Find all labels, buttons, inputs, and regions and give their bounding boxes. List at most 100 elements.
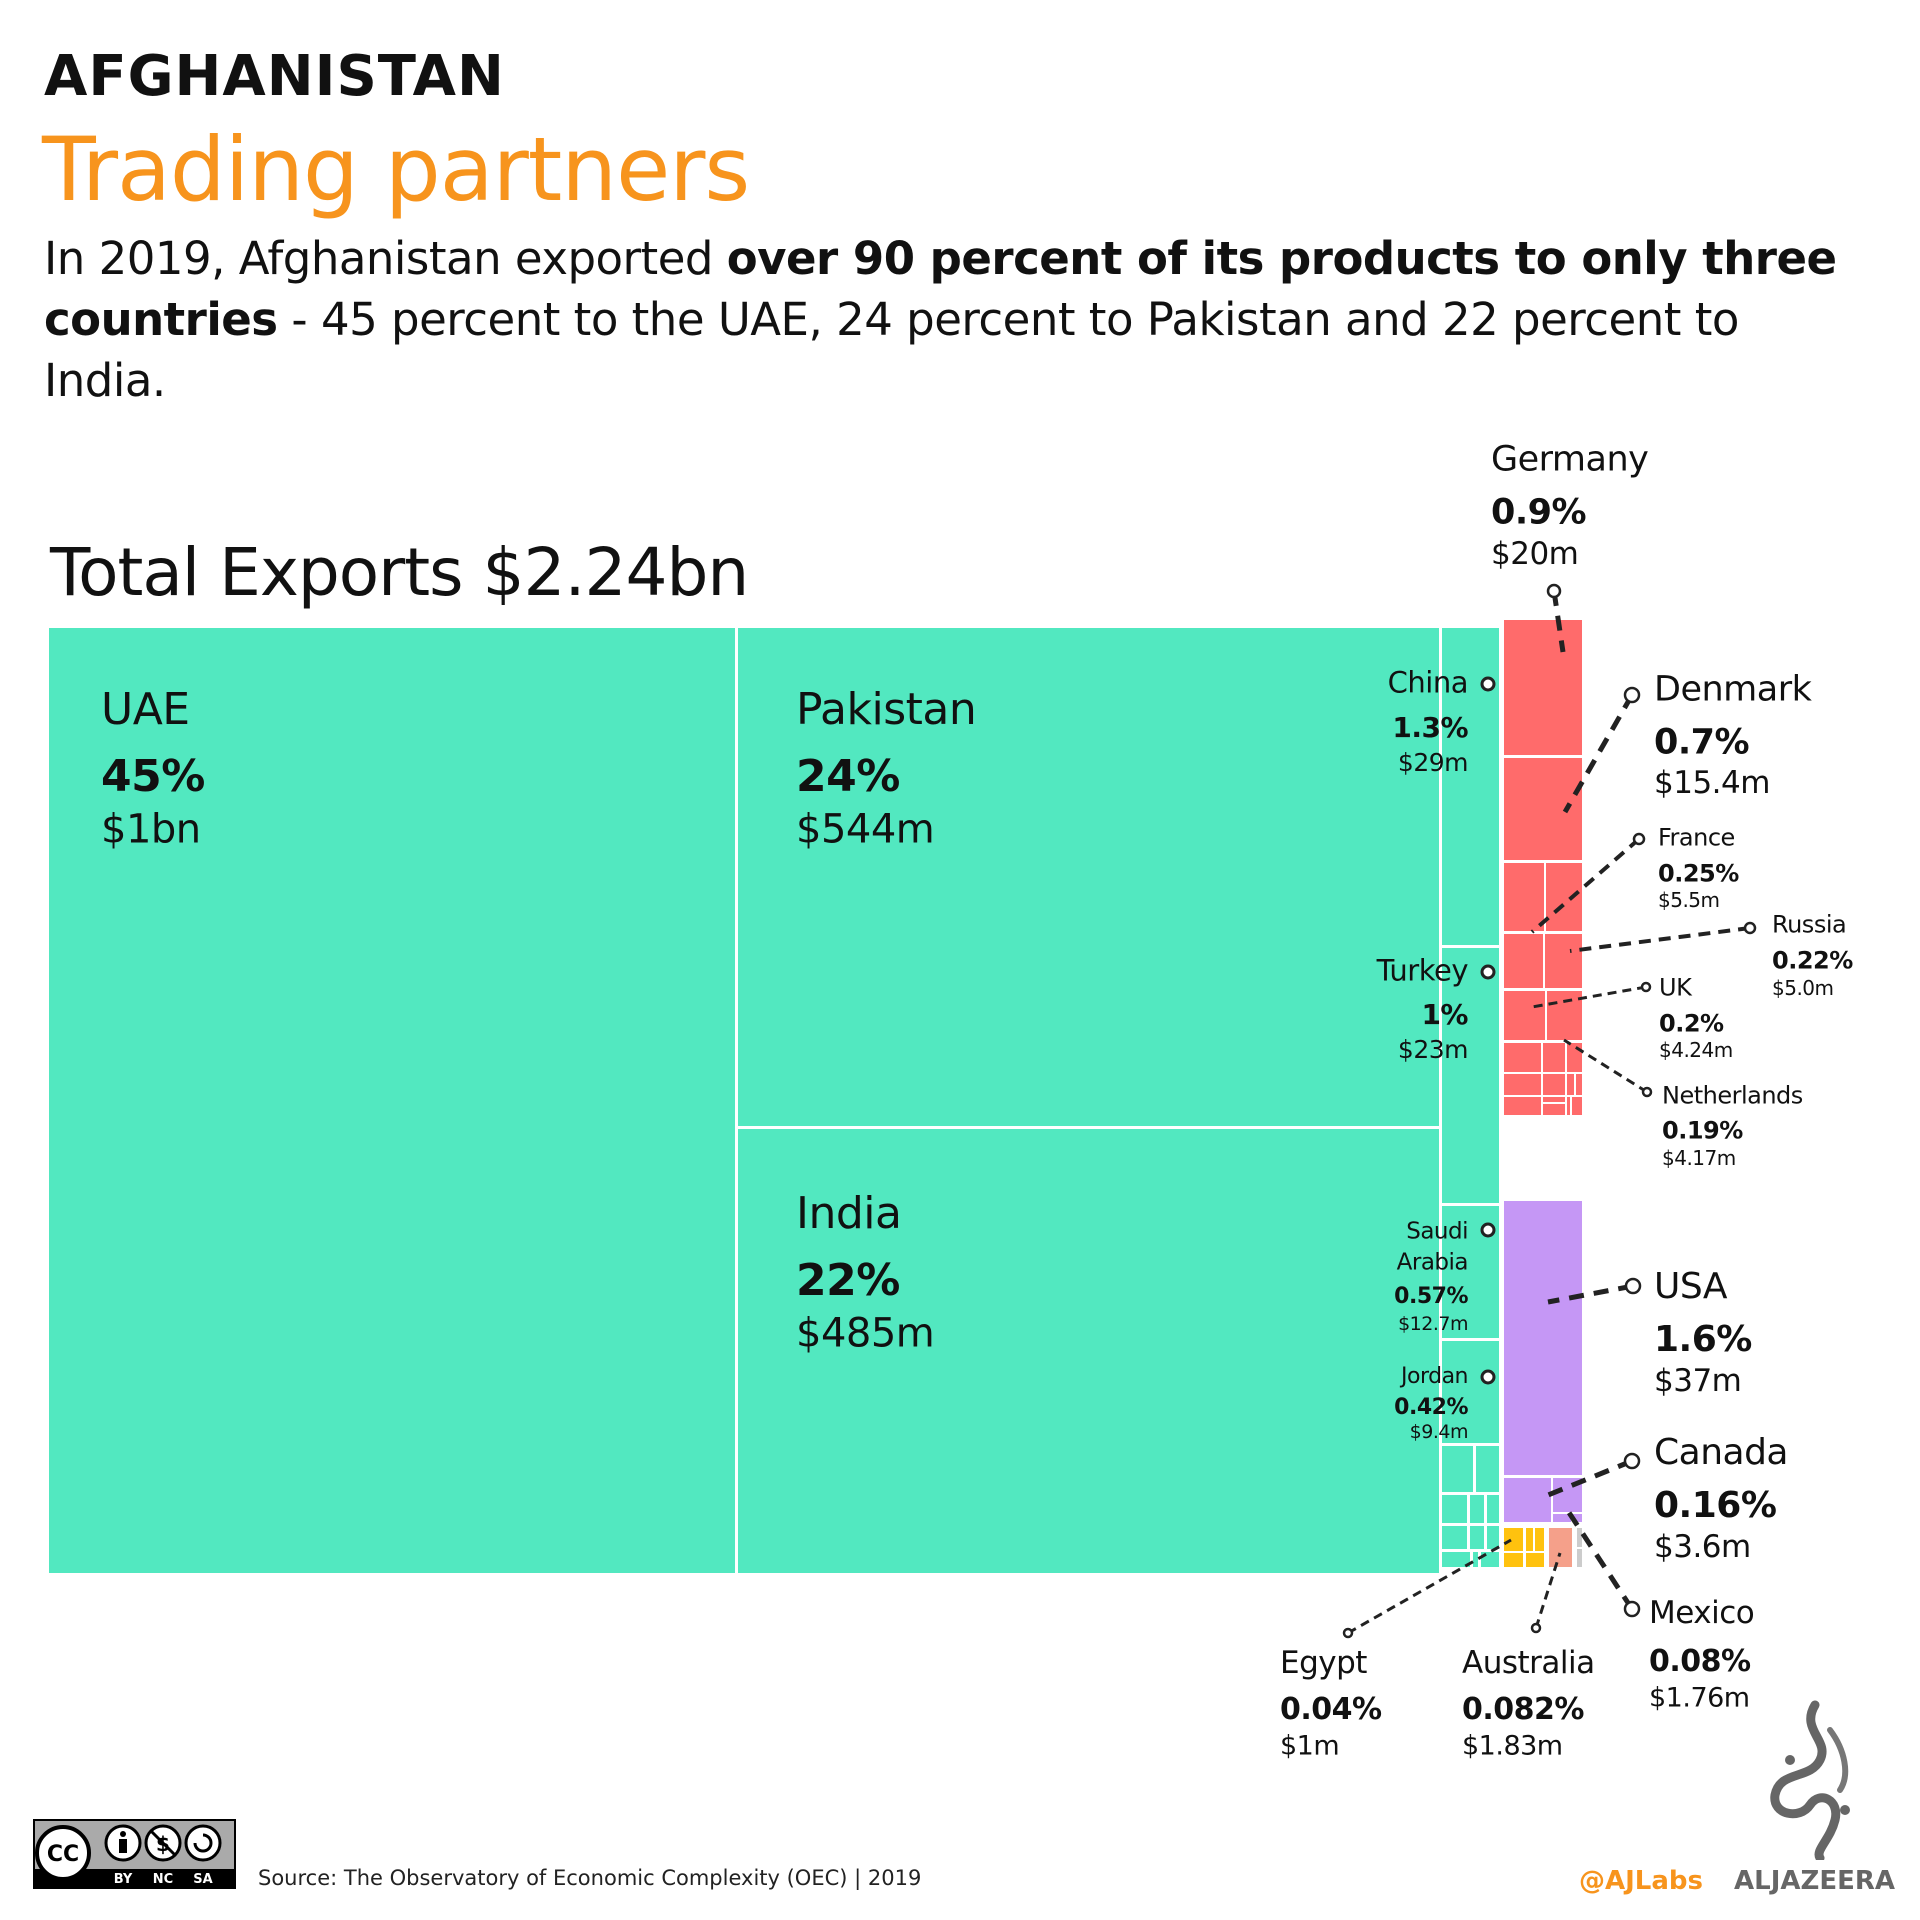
tile-minor bbox=[1567, 1074, 1574, 1095]
label-value-uae: $1bn bbox=[101, 806, 201, 852]
leader-dot-egypt bbox=[1342, 1627, 1354, 1639]
label-value-saudi-arabia: $12.7m bbox=[1398, 1313, 1468, 1335]
label-name-netherlands: Netherlands bbox=[1662, 1082, 1803, 1110]
label-name-china: China bbox=[1388, 665, 1468, 699]
tile-uk bbox=[1504, 934, 1543, 988]
label-name-uk: UK bbox=[1659, 974, 1693, 1002]
tile-egypt bbox=[1504, 1528, 1523, 1551]
kicker-title: AFGHANISTAN bbox=[44, 44, 505, 109]
label-value-russia: $5.0m bbox=[1772, 976, 1834, 1000]
license-sa: SA bbox=[193, 1872, 212, 1887]
tile-minor bbox=[1487, 1526, 1499, 1549]
tile-canada bbox=[1504, 1478, 1551, 1522]
label-pct-uk: 0.2% bbox=[1659, 1010, 1724, 1038]
tile-minor bbox=[1576, 1074, 1582, 1095]
label-value-mexico: $1.76m bbox=[1649, 1683, 1750, 1714]
tile-minor bbox=[1543, 1104, 1565, 1115]
label-pct-pakistan: 24% bbox=[796, 751, 900, 802]
tile-minor bbox=[1567, 1043, 1582, 1072]
tile-minor bbox=[1504, 1043, 1541, 1072]
tile-uae bbox=[49, 628, 735, 1573]
label-pct-usa: 1.6% bbox=[1654, 1319, 1752, 1360]
label-value-turkey: $23m bbox=[1398, 1035, 1468, 1064]
tile-minor bbox=[1504, 1074, 1541, 1095]
leader-line-russia bbox=[1569, 926, 1751, 953]
label-name-mexico: Mexico bbox=[1649, 1595, 1754, 1631]
label-value-egypt: $1m bbox=[1280, 1731, 1339, 1762]
leader-dot-jordan bbox=[1480, 1369, 1496, 1385]
tile-minor bbox=[1470, 1495, 1484, 1523]
tile-pakistan bbox=[738, 628, 1439, 1126]
label-name-germany: Germany bbox=[1491, 440, 1648, 480]
label-value-china: $29m bbox=[1398, 748, 1468, 777]
page-title: Trading partners bbox=[42, 118, 750, 221]
tile-minor bbox=[1526, 1553, 1544, 1567]
leader-dot-australia bbox=[1530, 1622, 1542, 1634]
cc-license-badge: cc $ BY NC SA bbox=[33, 1819, 236, 1889]
label-name-usa: USA bbox=[1654, 1266, 1728, 1307]
cc-text: cc bbox=[47, 1842, 79, 1867]
label-name-pakistan: Pakistan bbox=[796, 684, 976, 735]
label-name-turkey: Turkey bbox=[1376, 953, 1469, 987]
tile-minor bbox=[1543, 1043, 1565, 1072]
leader-line-france bbox=[1530, 837, 1641, 934]
tile-minor bbox=[1535, 1528, 1544, 1551]
label-value-jordan: $9.4m bbox=[1410, 1421, 1468, 1443]
intro-text: In 2019, Afghanistan exported over 90 pe… bbox=[44, 228, 1844, 411]
leader-dot-mexico bbox=[1623, 1600, 1641, 1618]
leader-line-denmark bbox=[1562, 693, 1635, 814]
tile-turkey bbox=[1442, 948, 1499, 1203]
label-value-australia: $1.83m bbox=[1462, 1731, 1563, 1762]
leader-dot-germany bbox=[1546, 583, 1562, 599]
tile-india bbox=[738, 1129, 1439, 1573]
label-value-germany: $20m bbox=[1491, 536, 1578, 572]
leader-dot-france bbox=[1632, 832, 1646, 846]
tile-usa bbox=[1504, 1201, 1582, 1475]
total-exports-label: Total Exports $2.24bn bbox=[50, 534, 749, 611]
label-value-usa: $37m bbox=[1654, 1363, 1741, 1399]
leader-line-canada bbox=[1547, 1458, 1633, 1498]
label-pct-egypt: 0.04% bbox=[1280, 1692, 1382, 1727]
leader-dot-russia bbox=[1743, 921, 1757, 935]
tile-minor bbox=[1442, 1495, 1467, 1523]
label-name-uae: UAE bbox=[101, 684, 190, 735]
label-name-denmark: Denmark bbox=[1654, 670, 1813, 710]
label-pct-canada: 0.16% bbox=[1654, 1485, 1776, 1526]
leader-dot-canada bbox=[1623, 1452, 1641, 1470]
leader-dot-denmark bbox=[1623, 686, 1641, 704]
leader-dot-netherlands bbox=[1641, 1086, 1653, 1098]
label-pct-china: 1.3% bbox=[1392, 711, 1468, 744]
label-pct-turkey: 1% bbox=[1421, 998, 1468, 1031]
tile-minor bbox=[1572, 1097, 1582, 1115]
label-name-saudi-arabia: Saudi bbox=[1406, 1218, 1468, 1244]
tile-france bbox=[1504, 863, 1544, 931]
tile-minor bbox=[1473, 1552, 1478, 1567]
tile-minor bbox=[1553, 1514, 1571, 1522]
label-pct-jordan: 0.42% bbox=[1394, 1395, 1468, 1420]
tile-minor bbox=[1476, 1446, 1499, 1492]
label-value-pakistan: $544m bbox=[796, 806, 934, 852]
source-note: Source: The Observatory of Economic Comp… bbox=[258, 1866, 922, 1890]
leader-line-uk bbox=[1531, 985, 1647, 1009]
leader-dot-turkey bbox=[1480, 964, 1496, 980]
leader-line-netherlands bbox=[1563, 1038, 1648, 1094]
leader-dot-saudi-arabia bbox=[1480, 1222, 1496, 1238]
tile-minor bbox=[1504, 1097, 1541, 1115]
tile-jordan bbox=[1442, 1341, 1499, 1443]
cc-license-icons: cc $ BY NC SA bbox=[35, 1824, 234, 1887]
intro-part-2: - 45 percent to the UAE, 24 percent to P… bbox=[44, 293, 1739, 407]
label-name-jordan: Jordan bbox=[1399, 1364, 1468, 1389]
tile-russia bbox=[1546, 863, 1582, 931]
label-pct-india: 22% bbox=[796, 1255, 900, 1306]
label-name-saudi-arabia-line2: Arabia bbox=[1397, 1249, 1468, 1275]
label-value-uk: $4.24m bbox=[1659, 1038, 1733, 1062]
label-name-australia: Australia bbox=[1462, 1645, 1595, 1681]
tile-minor bbox=[1543, 1097, 1565, 1102]
label-value-denmark: $15.4m bbox=[1654, 765, 1770, 801]
tile-minor bbox=[1526, 1528, 1533, 1551]
leader-line-mexico bbox=[1563, 1506, 1635, 1611]
ajlabs-handle: @AJLabs bbox=[1579, 1866, 1703, 1896]
tile-minor bbox=[1567, 1097, 1570, 1115]
label-pct-uae: 45% bbox=[101, 751, 205, 802]
